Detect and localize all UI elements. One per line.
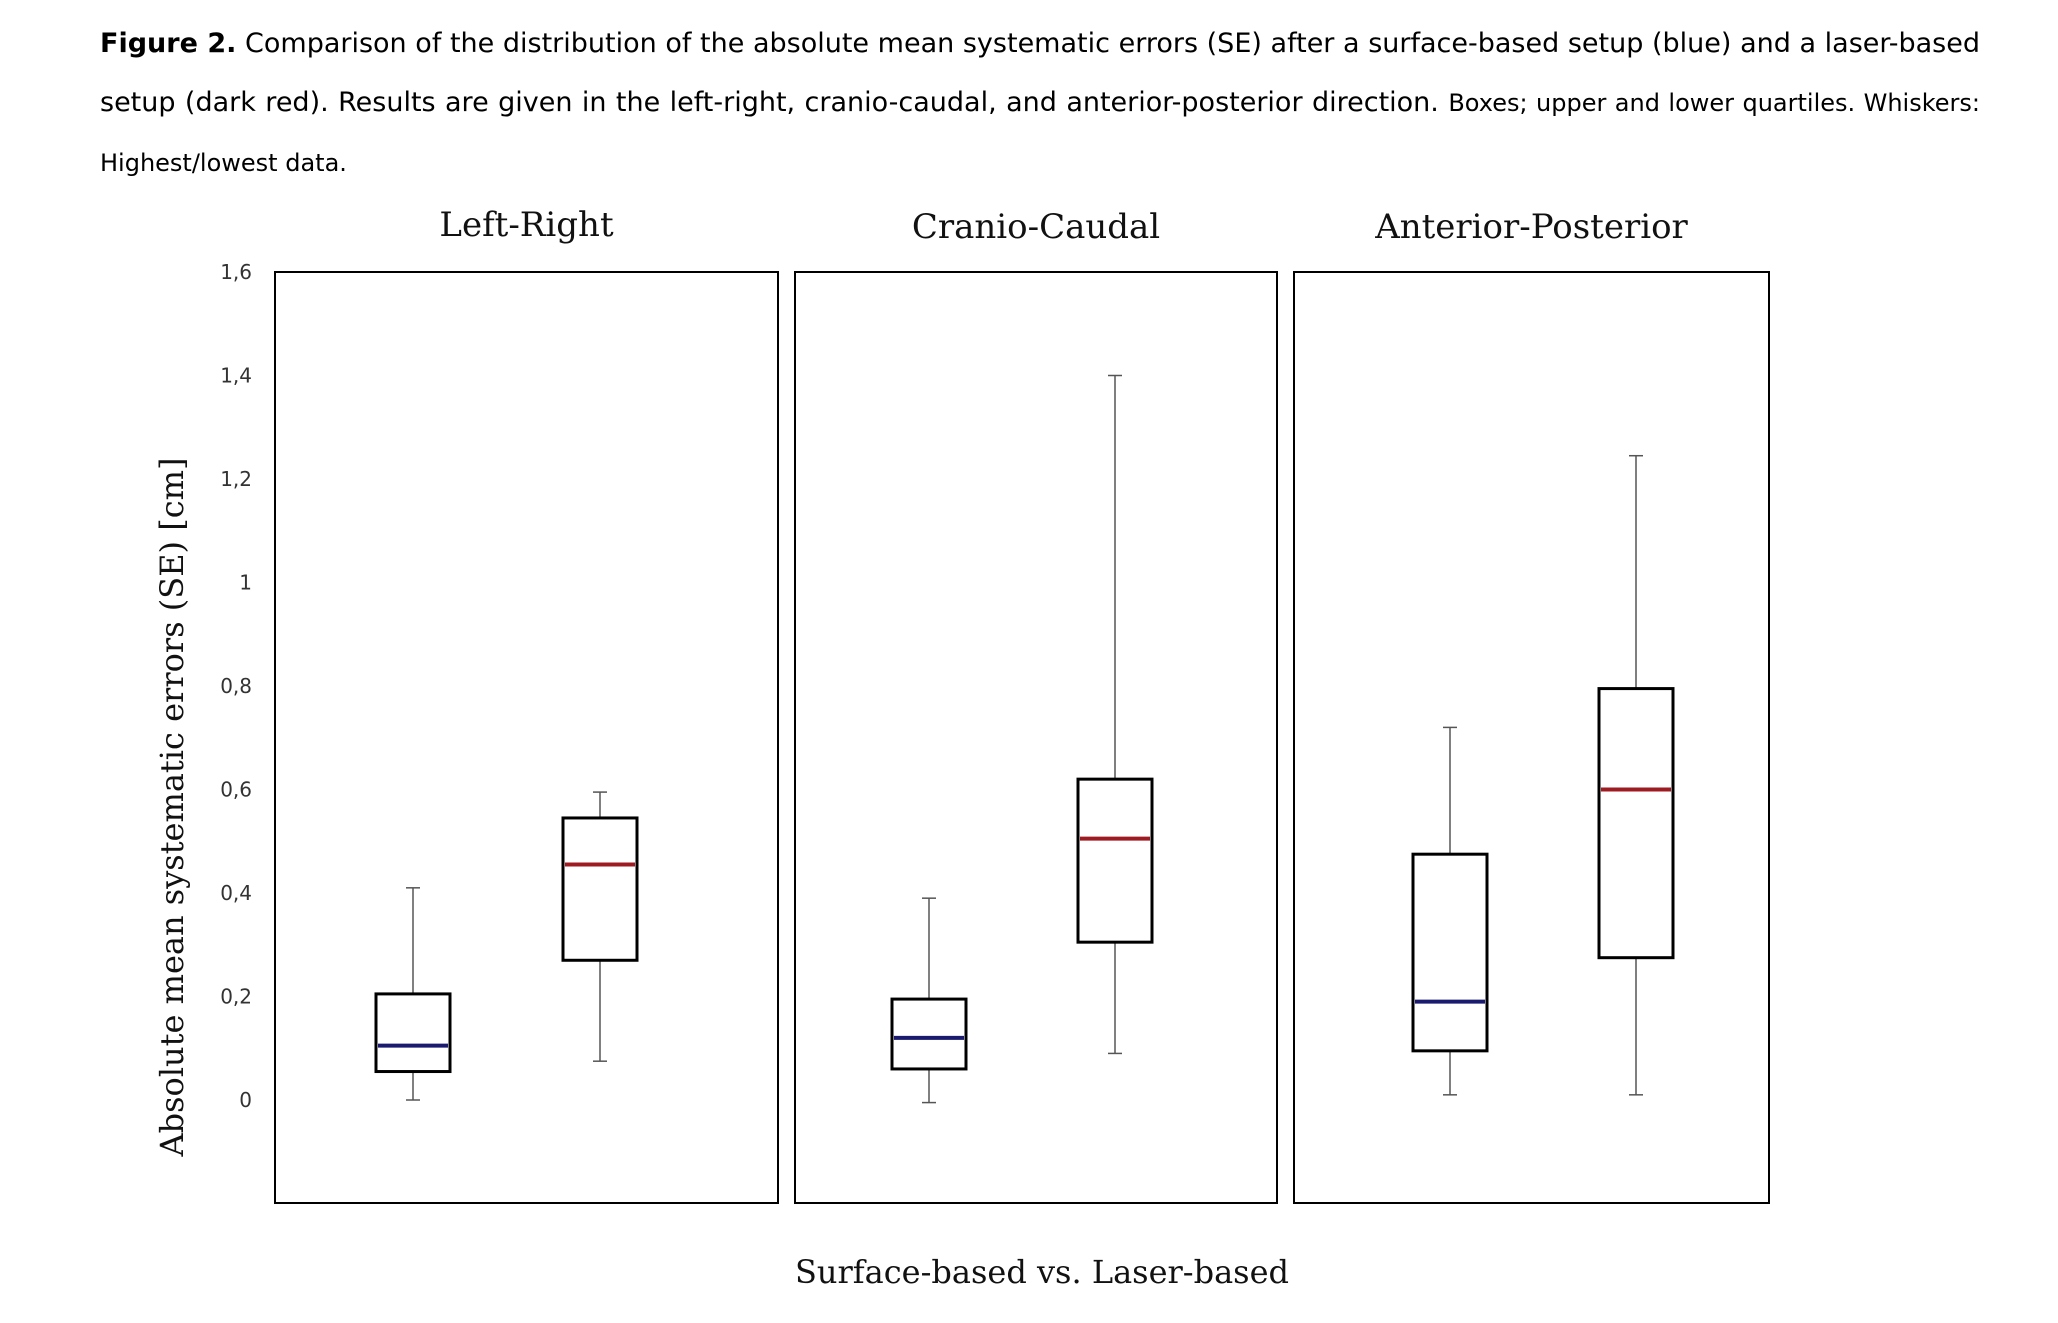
iqr-box [890,997,968,1071]
y-tick-label: 0,8 [220,674,252,698]
iqr-box [1076,777,1154,944]
y-tick-label: 0,6 [220,778,252,802]
box-surface [374,887,452,1101]
figure-caption: Figure 2. Comparison of the distribution… [100,14,1980,193]
box-surface [890,897,968,1104]
panel-frame [1293,271,1770,1204]
box-laser [1597,454,1675,1096]
panel-title: Left-Right [439,205,614,245]
y-axis-ticks: 1,6 1,4 1,2 1 0,8 0,6 0,4 0,2 0 [220,260,252,1112]
y-tick-label: 0,2 [220,985,252,1009]
panel-1: Cranio-Caudal [794,207,1278,1204]
panels: Left-Right Cranio-Caudal Anterior-Posterio… [274,205,1770,1204]
panel-title: Anterior-Posterior [1374,207,1688,247]
y-tick-label: 1,4 [220,364,252,388]
y-tick-label: 1,2 [220,467,252,491]
caption-note: Boxes; upper and lower quartiles. Whiske… [100,89,1980,177]
panel-0: Left-Right [274,205,779,1204]
iqr-box [561,816,639,962]
iqr-box [1597,687,1675,960]
box-surface [1411,726,1489,1096]
iqr-box [374,992,452,1074]
caption-label: Figure 2. [100,28,237,59]
panel-2: Anterior-Posterior [1293,207,1770,1204]
y-tick-label: 1,6 [220,260,252,284]
box-laser [1076,374,1154,1055]
caption-text: Comparison of the distribution of the ab… [100,28,1980,118]
panel-frame [274,271,779,1204]
panel-frame [794,271,1278,1204]
y-tick-label: 0,4 [220,881,252,905]
y-tick-label: 0 [239,1088,252,1112]
y-tick-label: 1 [239,571,252,595]
y-axis-title: Absolute mean systematic errors (SE) [cm… [153,458,191,1158]
iqr-box [1411,852,1489,1053]
x-axis-title: Surface-based vs. Laser-based [795,1253,1289,1291]
box-laser [561,791,639,1062]
panel-title: Cranio-Caudal [912,207,1160,247]
